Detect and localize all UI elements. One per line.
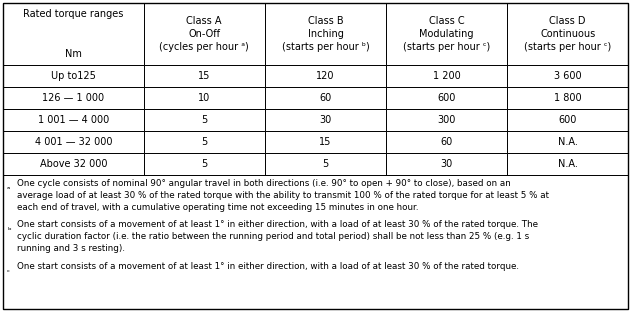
Bar — [144, 109, 265, 131]
Bar — [3, 3, 144, 65]
Text: Up to125: Up to125 — [51, 71, 96, 81]
Text: 1 800: 1 800 — [554, 93, 582, 103]
Bar — [265, 65, 386, 87]
Text: 60: 60 — [440, 137, 453, 147]
Text: One cycle consists of nominal 90° angular travel in both directions (i.e. 90° to: One cycle consists of nominal 90° angula… — [17, 179, 510, 188]
Text: 60: 60 — [319, 93, 332, 103]
Text: 3 600: 3 600 — [554, 71, 582, 81]
Bar — [3, 131, 144, 153]
Text: average load of at least 30 % of the rated torque with the ability to transmit 1: average load of at least 30 % of the rat… — [17, 191, 549, 200]
Text: 5: 5 — [201, 115, 208, 125]
Bar — [144, 153, 265, 175]
Bar — [144, 65, 265, 87]
Bar — [3, 87, 144, 109]
Text: running and 3 s resting).: running and 3 s resting). — [17, 244, 125, 253]
Bar — [386, 87, 507, 109]
Text: Above 32 000: Above 32 000 — [40, 159, 107, 169]
Bar — [507, 65, 628, 87]
Text: N.A.: N.A. — [558, 159, 577, 169]
Text: 15: 15 — [198, 71, 210, 81]
Bar — [386, 109, 507, 131]
Text: 5: 5 — [201, 137, 208, 147]
Bar — [386, 65, 507, 87]
Text: 126 — 1 000: 126 — 1 000 — [42, 93, 104, 103]
Text: 5: 5 — [322, 159, 329, 169]
Text: 10: 10 — [198, 93, 210, 103]
Text: ᵃ: ᵃ — [7, 185, 10, 194]
Bar — [507, 3, 628, 65]
Bar — [3, 65, 144, 87]
Text: 1 200: 1 200 — [433, 71, 461, 81]
Text: cyclic duration factor (i.e. the ratio between the running period and total peri: cyclic duration factor (i.e. the ratio b… — [17, 232, 529, 241]
Text: 5: 5 — [201, 159, 208, 169]
Text: each end of travel, with a cumulative operating time not exceeding 15 minutes in: each end of travel, with a cumulative op… — [17, 203, 418, 212]
Text: 600: 600 — [437, 93, 456, 103]
Text: 1 001 — 4 000: 1 001 — 4 000 — [38, 115, 109, 125]
Bar — [144, 3, 265, 65]
Text: 4 001 — 32 000: 4 001 — 32 000 — [35, 137, 112, 147]
Bar — [507, 153, 628, 175]
Bar — [386, 153, 507, 175]
Bar — [3, 109, 144, 131]
Bar — [386, 3, 507, 65]
Bar — [144, 87, 265, 109]
Text: 300: 300 — [437, 115, 456, 125]
Text: 30: 30 — [319, 115, 332, 125]
Text: One start consists of a movement of at least 1° in either direction, with a load: One start consists of a movement of at l… — [17, 221, 538, 229]
Text: 120: 120 — [316, 71, 335, 81]
Bar — [507, 109, 628, 131]
Bar — [265, 131, 386, 153]
Text: Class C
Modulating
(starts per hour ᶜ): Class C Modulating (starts per hour ᶜ) — [403, 16, 490, 52]
Text: 600: 600 — [558, 115, 577, 125]
Bar — [507, 87, 628, 109]
Bar — [507, 131, 628, 153]
Text: One start consists of a movement of at least 1° in either direction, with a load: One start consists of a movement of at l… — [17, 262, 519, 271]
Bar — [265, 3, 386, 65]
Bar — [265, 153, 386, 175]
Text: Class A
On-Off
(cycles per hour ᵃ): Class A On-Off (cycles per hour ᵃ) — [160, 16, 249, 52]
Text: N.A.: N.A. — [558, 137, 577, 147]
Bar — [265, 109, 386, 131]
Text: 15: 15 — [319, 137, 332, 147]
Bar — [144, 131, 265, 153]
Text: ᵇ: ᵇ — [7, 226, 11, 235]
Bar — [3, 175, 628, 309]
Bar — [3, 153, 144, 175]
Bar — [265, 87, 386, 109]
Text: ᶜ: ᶜ — [7, 268, 10, 277]
Bar — [386, 131, 507, 153]
Text: Class D
Continuous
(starts per hour ᶜ): Class D Continuous (starts per hour ᶜ) — [524, 16, 611, 52]
Text: Rated torque ranges


Nm: Rated torque ranges Nm — [23, 9, 124, 59]
Text: Class B
Inching
(starts per hour ᵇ): Class B Inching (starts per hour ᵇ) — [281, 16, 369, 52]
Text: 30: 30 — [440, 159, 453, 169]
